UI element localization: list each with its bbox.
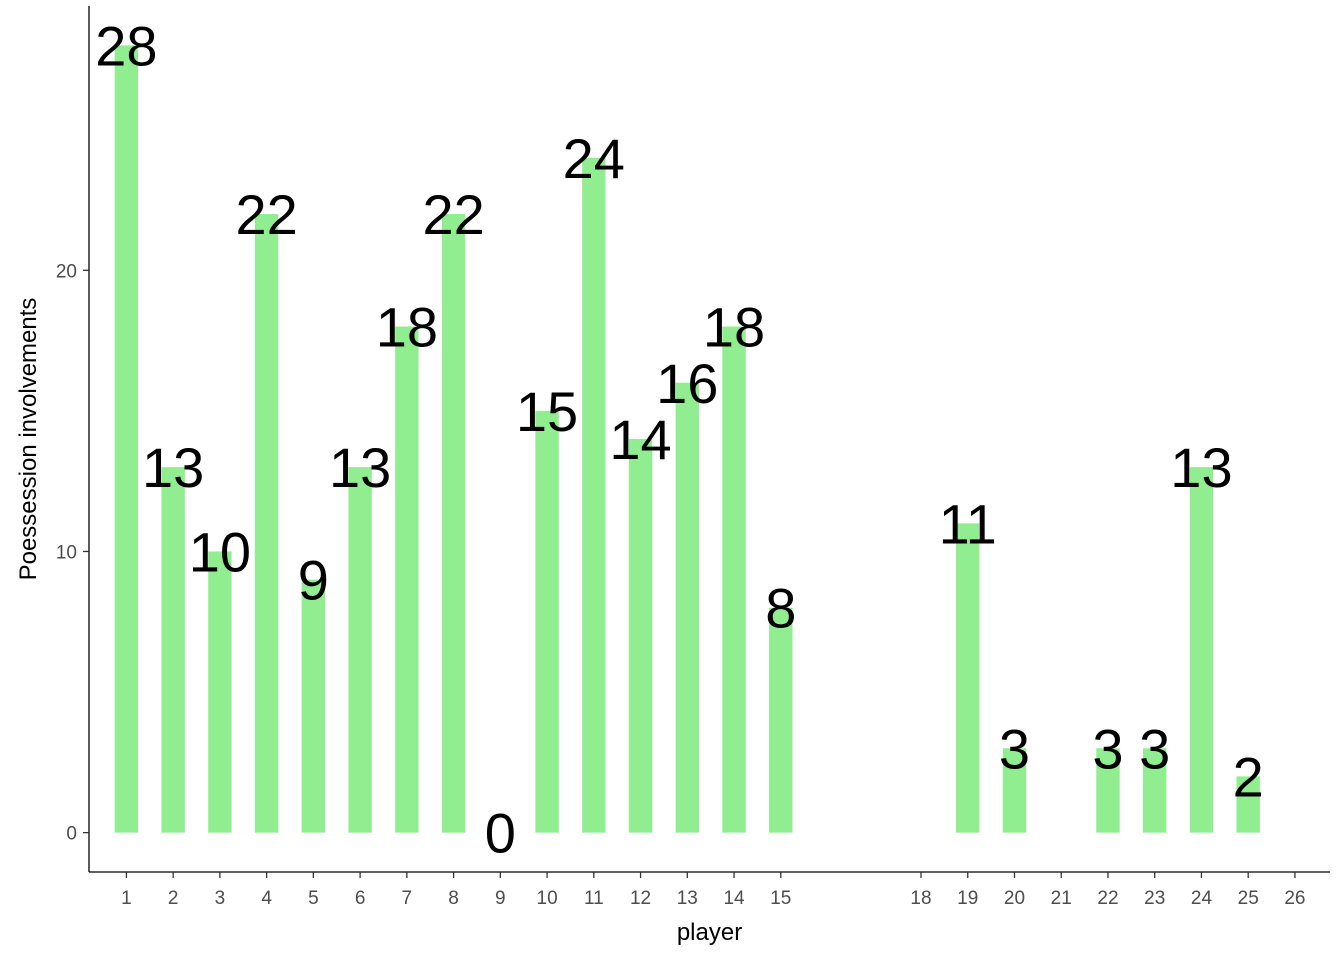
data-label-player-24: 13	[1170, 436, 1232, 499]
data-label-player-10: 15	[516, 380, 578, 443]
data-label-player-12: 14	[609, 408, 671, 471]
x-tick-label: 4	[261, 888, 272, 909]
bar-player-7	[395, 326, 419, 833]
x-axis-ticks: 1 2 3 4 5 6 7 8 9 10 11 12 13 14 15 18 19 20 21 22 23 24 25 26	[121, 872, 1306, 909]
data-label-player-3: 10	[189, 520, 251, 583]
y-tick-label: 10	[56, 542, 77, 563]
x-tick-label: 5	[308, 888, 319, 909]
data-label-player-6: 13	[329, 436, 391, 499]
x-tick-label: 19	[957, 888, 978, 909]
bar-player-23	[1143, 748, 1167, 833]
data-label-player-20: 3	[999, 717, 1030, 780]
x-tick-label: 23	[1144, 888, 1165, 909]
data-label-player-15: 8	[765, 577, 796, 640]
x-tick-label: 12	[630, 888, 651, 909]
x-tick-label: 25	[1238, 888, 1259, 909]
y-tick-label: 20	[56, 261, 77, 282]
data-label-player-5: 9	[298, 549, 329, 612]
data-label-player-7: 18	[376, 296, 438, 359]
bar-player-24	[1189, 467, 1214, 833]
x-tick-label: 22	[1097, 888, 1118, 909]
bar-player-14	[722, 326, 746, 833]
data-label-player-9: 0	[485, 802, 516, 865]
bar-player-13	[675, 382, 699, 833]
data-label-player-4: 22	[235, 183, 297, 246]
x-tick-label: 8	[448, 888, 459, 909]
x-tick-label: 24	[1191, 888, 1213, 909]
data-label-player-22: 3	[1092, 717, 1123, 780]
data-label-player-2: 13	[142, 436, 204, 499]
x-tick-label: 20	[1004, 888, 1025, 909]
data-label-player-14: 18	[703, 296, 765, 359]
bar-player-1	[114, 45, 139, 833]
bar-player-4	[254, 214, 279, 833]
bar-player-2	[161, 467, 185, 833]
bar-player-8	[441, 214, 466, 833]
x-tick-label: 7	[402, 888, 413, 909]
x-axis-title: player	[677, 919, 742, 946]
bars-layer	[114, 45, 1260, 833]
y-axis-title: Poessession involvements	[15, 298, 42, 581]
bar-player-22	[1096, 748, 1120, 833]
bar-player-5	[301, 579, 326, 833]
bar-player-6	[348, 467, 372, 833]
x-tick-label: 11	[584, 888, 604, 909]
bar-player-19	[956, 523, 980, 833]
bar-player-25	[1236, 776, 1260, 833]
x-tick-label: 18	[910, 888, 931, 909]
bar-player-12	[628, 439, 653, 833]
x-tick-label: 21	[1051, 888, 1072, 909]
bar-player-15	[769, 607, 793, 833]
data-label-player-11: 24	[563, 127, 625, 190]
data-label-player-19: 11	[939, 492, 997, 555]
x-tick-label: 15	[770, 888, 791, 909]
y-tick-label: 0	[66, 824, 77, 845]
x-tick-label: 14	[723, 888, 745, 909]
bar-player-11	[582, 157, 606, 833]
y-axis-ticks: 0 10 20	[56, 261, 89, 845]
data-label-player-1: 28	[95, 14, 157, 77]
x-tick-label: 13	[677, 888, 698, 909]
x-tick-label: 10	[537, 888, 558, 909]
data-label-player-13: 16	[656, 352, 718, 415]
x-tick-label: 3	[215, 888, 226, 909]
x-tick-label: 6	[355, 888, 366, 909]
data-label-player-25: 2	[1233, 745, 1264, 808]
x-tick-label: 26	[1284, 888, 1305, 909]
bar-player-20	[1002, 748, 1027, 833]
data-label-player-23: 3	[1139, 717, 1170, 780]
x-tick-label: 9	[495, 888, 506, 909]
x-tick-label: 1	[121, 888, 132, 909]
data-label-player-8: 22	[422, 183, 484, 246]
bar-player-10	[535, 410, 559, 833]
x-tick-label: 2	[168, 888, 179, 909]
bar-player-3	[208, 551, 232, 833]
